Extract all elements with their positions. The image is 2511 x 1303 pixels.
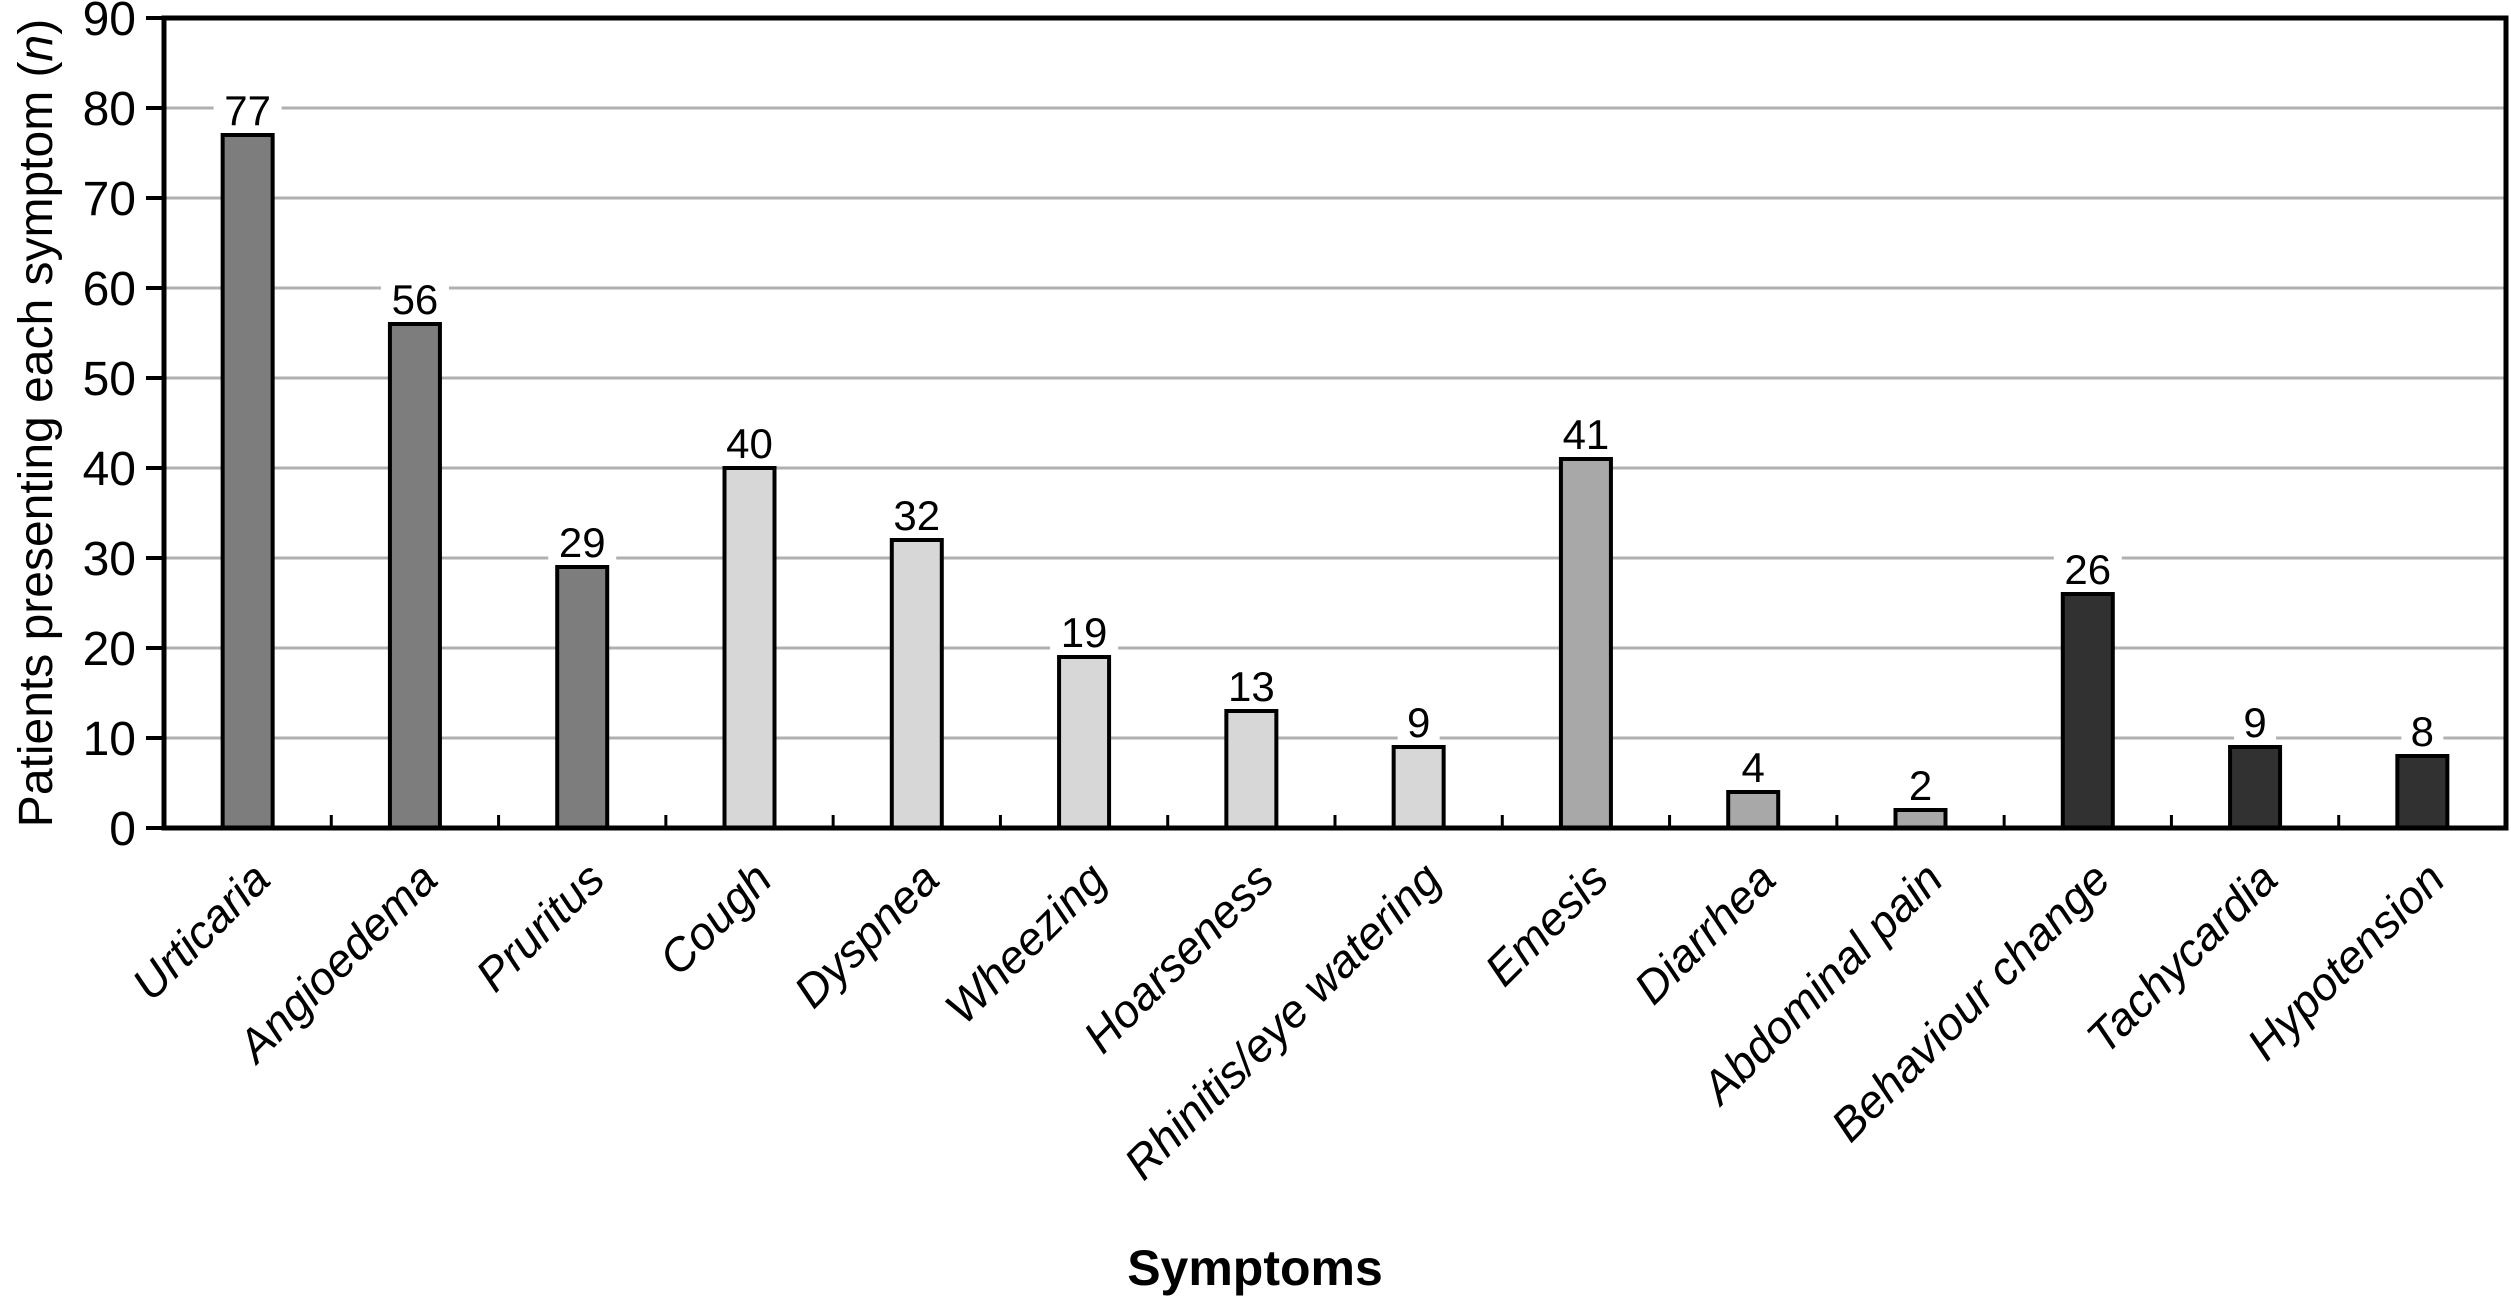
bar-value-label: 56 bbox=[392, 276, 439, 323]
bar-pruritus bbox=[555, 565, 610, 830]
y-tick-label: 30 bbox=[83, 533, 136, 586]
bar-angioedema bbox=[387, 322, 442, 830]
value-label-backing bbox=[2234, 699, 2277, 743]
x-axis-title: Symptoms bbox=[1127, 1240, 1383, 1296]
y-tick-label: 10 bbox=[83, 713, 136, 766]
y-tick-label: 40 bbox=[83, 443, 136, 496]
bar-value-label: 4 bbox=[1742, 744, 1765, 791]
y-tick-label: 0 bbox=[109, 803, 136, 856]
bar-value-label: 19 bbox=[1061, 609, 1108, 656]
bar-value-label: 9 bbox=[1407, 699, 1430, 746]
value-label-backing bbox=[548, 519, 617, 563]
value-label-backing bbox=[1732, 744, 1775, 788]
bar-cough bbox=[722, 466, 777, 830]
y-axis-title-n: n bbox=[10, 35, 63, 62]
value-label-backing bbox=[2401, 708, 2444, 752]
bar-abdominal-pain bbox=[1893, 808, 1948, 830]
bar-value-label: 2 bbox=[1909, 762, 1932, 809]
bar-value-label: 8 bbox=[2411, 708, 2434, 755]
y-tick-label: 80 bbox=[83, 83, 136, 136]
value-label-backing bbox=[882, 492, 951, 536]
value-label-backing bbox=[1899, 762, 1942, 806]
y-axis-title-text: Patients presenting each symptom ( bbox=[10, 61, 63, 827]
bar-value-label: 41 bbox=[1563, 411, 1610, 458]
y-tick-label: 60 bbox=[83, 263, 136, 316]
bar-tachycardia bbox=[2228, 745, 2283, 830]
y-tick-label: 50 bbox=[83, 353, 136, 406]
plot-frame bbox=[161, 15, 2509, 831]
value-label-backing bbox=[1050, 609, 1119, 653]
bar-value-label: 40 bbox=[726, 420, 773, 467]
bar-value-label: 9 bbox=[2243, 699, 2266, 746]
value-label-backing bbox=[380, 276, 449, 320]
value-label-backing bbox=[1397, 699, 1440, 743]
bar-value-label: 13 bbox=[1228, 663, 1275, 710]
bar-behaviour-change bbox=[2060, 592, 2115, 830]
value-label-backing bbox=[715, 420, 784, 464]
bar-hypotension bbox=[2395, 754, 2450, 830]
bar-urticaria bbox=[220, 133, 275, 830]
bar-hoarseness bbox=[1224, 709, 1279, 830]
y-tick-label: 70 bbox=[83, 173, 136, 226]
bar-value-label: 29 bbox=[559, 519, 606, 566]
bar-rhinitis-eye-watering bbox=[1391, 745, 1446, 830]
bar-value-label: 32 bbox=[893, 492, 940, 539]
y-axis-title-close: ) bbox=[10, 19, 63, 35]
bar-diarrhea bbox=[1726, 790, 1781, 830]
bar-dyspnea bbox=[889, 538, 944, 830]
value-label-backing bbox=[213, 87, 282, 131]
bar-emesis bbox=[1558, 457, 1613, 830]
bar-value-label: 77 bbox=[224, 87, 271, 134]
y-tick-label: 20 bbox=[83, 623, 136, 676]
bar-value-label: 26 bbox=[2064, 546, 2111, 593]
value-label-backing bbox=[2053, 546, 2122, 590]
value-label-backing bbox=[1217, 663, 1286, 707]
y-tick-label: 90 bbox=[83, 0, 136, 46]
bar-wheezing bbox=[1057, 655, 1112, 830]
y-axis-title: Patients presenting each symptom (n) bbox=[10, 19, 63, 827]
value-label-backing bbox=[1551, 411, 1620, 455]
